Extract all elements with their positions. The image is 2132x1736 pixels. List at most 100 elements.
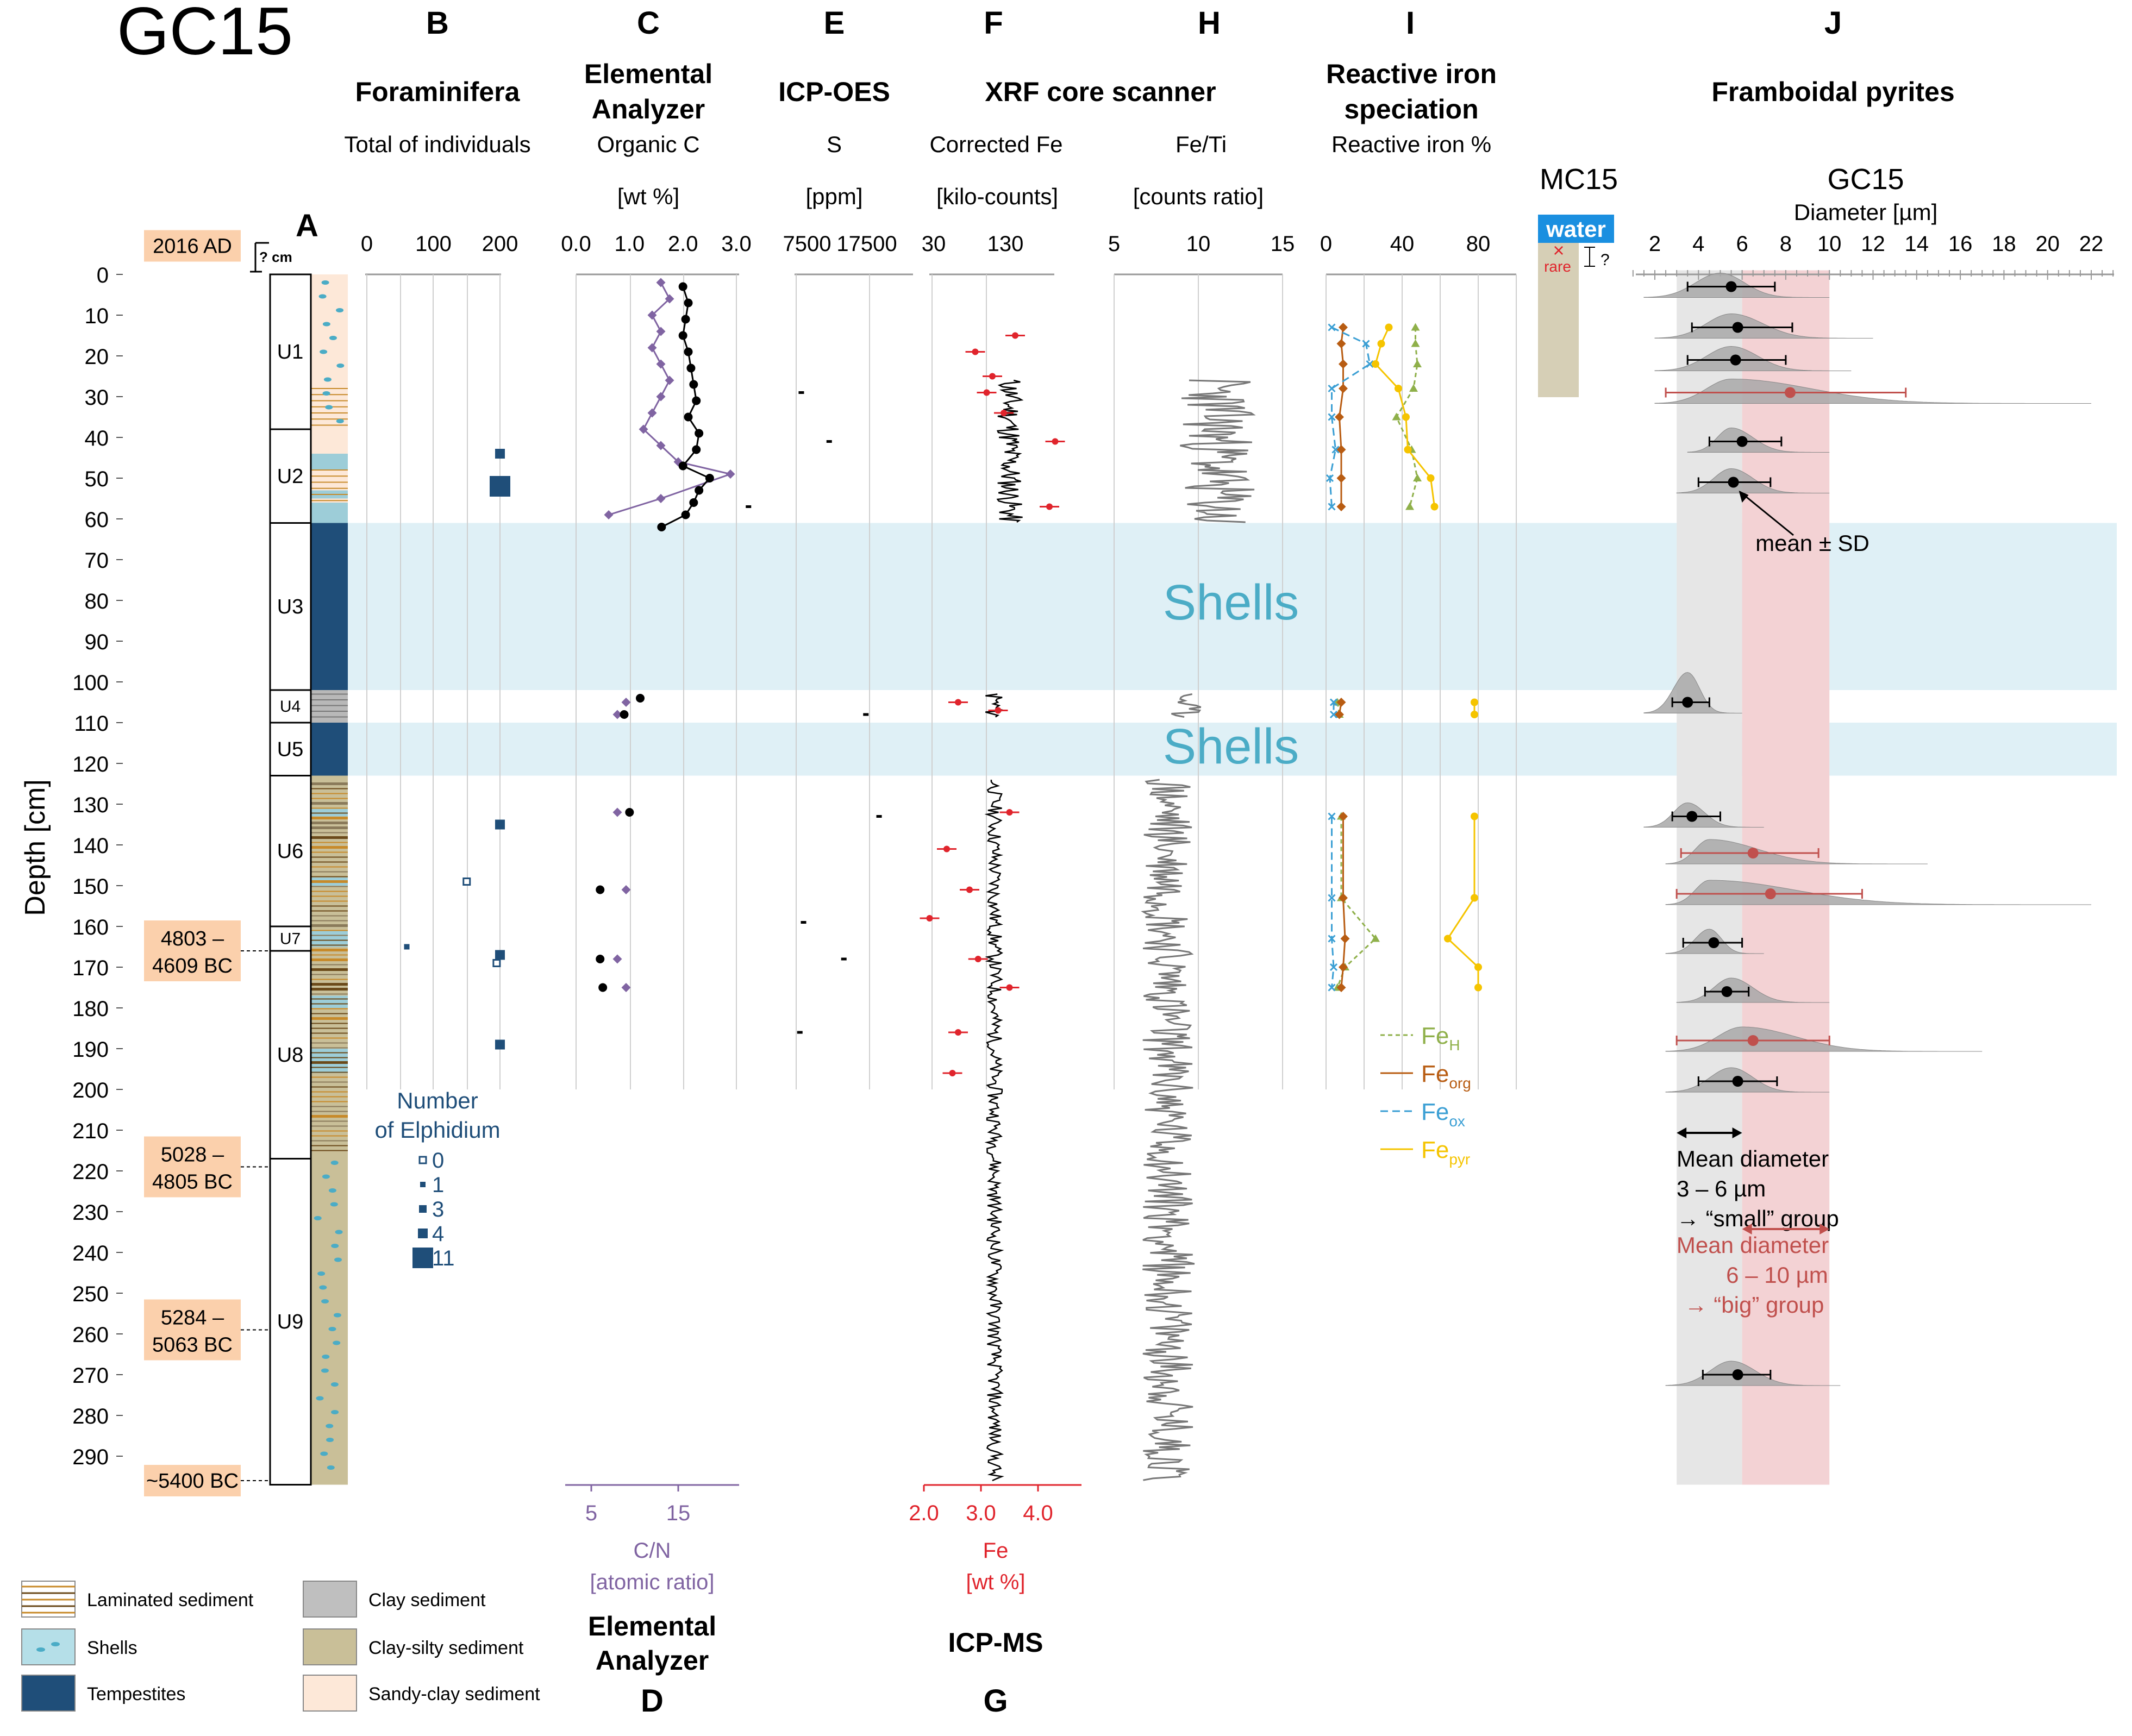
xrf-fe-line <box>985 693 1004 718</box>
fepyr-point <box>1444 935 1452 943</box>
diameter-tick-label: 8 <box>1780 232 1792 256</box>
shell-fragment <box>327 1465 335 1470</box>
depth-tick-label: 250 <box>72 1282 109 1306</box>
age-label: 4609 BC <box>152 955 233 977</box>
fe-icpms-point <box>1052 438 1059 445</box>
cn-point <box>647 343 657 353</box>
feox-point <box>1328 323 1336 331</box>
organic-c-point <box>620 710 629 719</box>
depth-tick-label: 170 <box>72 956 109 980</box>
legend-marker <box>420 1182 426 1187</box>
small-note-2: 3 – 6 µm <box>1677 1176 1766 1201</box>
depth-axis-label: Depth [cm] <box>20 779 51 916</box>
fe-tick-label: 4.0 <box>1023 1501 1053 1525</box>
depth-tick-label: 150 <box>72 875 109 899</box>
water-box <box>1538 215 1614 243</box>
mc15-question: ? <box>1600 251 1610 269</box>
axis-tick-label: 30 <box>922 232 946 256</box>
panel-letter-b: B <box>426 5 449 41</box>
depth-tick-label: 230 <box>72 1201 109 1225</box>
unit-top-bracket <box>250 242 269 273</box>
axis-tick-label: 1.0 <box>615 232 645 256</box>
organic-c-point <box>705 474 714 482</box>
shell-fragment <box>321 1368 329 1373</box>
age-label: 2016 AD <box>153 235 232 258</box>
depth-tick-label: 220 <box>72 1160 109 1184</box>
feox-point <box>1328 935 1336 943</box>
fe-icpms-point <box>1046 503 1053 510</box>
shell-fragment <box>323 377 332 382</box>
cn-axis-title: C/N <box>634 1539 671 1563</box>
age-label: 4805 BC <box>152 1171 233 1194</box>
age-box <box>144 1299 241 1361</box>
fepyr-point <box>1404 446 1412 454</box>
fe-tick-label: 2.0 <box>909 1501 939 1525</box>
legend-swatch <box>303 1581 357 1618</box>
mean-diameter-point <box>1708 937 1720 948</box>
mean-diameter-point <box>1747 1035 1759 1046</box>
depth-tick-label: 80 <box>85 590 109 613</box>
shell-fragment <box>335 1230 343 1234</box>
fepyr-point <box>1395 385 1402 392</box>
diameter-distribution <box>1654 313 1873 339</box>
depth-tick-label: 100 <box>72 671 109 695</box>
mean-diameter-point <box>1736 436 1748 447</box>
feorg-point <box>1335 412 1344 422</box>
feox-point <box>1328 812 1336 820</box>
cn-axis-unit: [atomic ratio] <box>590 1570 715 1594</box>
organic-c-point <box>657 523 666 531</box>
fe-icpms-point <box>1012 332 1018 339</box>
fe-icpms-point <box>926 915 933 922</box>
depth-tick-label: 280 <box>72 1405 109 1428</box>
mean-diameter-point <box>1686 811 1698 822</box>
legend-marker <box>418 1229 428 1238</box>
organic-c-point <box>598 983 608 992</box>
mean-diameter-point <box>1784 387 1796 398</box>
panel-i-title-1: Reactive iron <box>1326 59 1497 89</box>
shell-fragment <box>329 336 337 340</box>
axis-tick-label: 0.0 <box>561 232 591 256</box>
fe-icpms-point <box>1006 984 1013 991</box>
fe-ti-line <box>1180 379 1256 523</box>
depth-tick-label: 130 <box>72 793 109 817</box>
unit-label: U6 <box>277 840 304 863</box>
feorg-point <box>1339 359 1348 369</box>
feox-point <box>1362 340 1370 348</box>
shell-fragment <box>333 1313 341 1318</box>
fepyr-point <box>1471 711 1478 718</box>
feh-point <box>1411 323 1420 331</box>
organic-c-point <box>678 282 687 291</box>
organic-c-point <box>692 445 701 454</box>
age-label: ~5400 BC <box>146 1470 239 1493</box>
shell-fragment <box>331 1244 339 1248</box>
feox-point <box>1329 710 1338 719</box>
feox-point <box>1328 894 1336 902</box>
organic-c-point <box>625 808 634 817</box>
axis-tick-label: 7500 <box>783 232 831 256</box>
cn-point <box>604 510 614 519</box>
unit-label: U7 <box>280 930 301 948</box>
unit-label: U4 <box>280 698 301 716</box>
depth-tick-label: 90 <box>85 630 109 654</box>
panel-c-title-2: Analyzer <box>592 94 705 124</box>
cn-point <box>656 494 666 503</box>
legend-label: 4 <box>432 1222 444 1246</box>
sulfur-point <box>876 815 882 818</box>
panel-g-title: ICP-MS <box>948 1627 1043 1658</box>
cn-point <box>656 278 666 287</box>
sulfur-point <box>798 391 804 394</box>
organic-c-point <box>684 412 693 422</box>
cn-tick-label: 15 <box>666 1501 691 1525</box>
reactive-iron-line <box>1329 327 1371 507</box>
cn-point <box>726 469 735 479</box>
feox-point <box>1328 983 1336 992</box>
panel-c-unit: [wt %] <box>617 184 679 209</box>
panel-j-axis-title: Diameter [µm] <box>1794 199 1938 225</box>
fe-icpms-point <box>1006 809 1013 816</box>
cn-point <box>656 359 666 369</box>
feox-point <box>1329 698 1338 706</box>
fe-icpms-point <box>983 389 990 396</box>
feorg-point <box>1336 983 1346 992</box>
shell-layer <box>311 995 348 1008</box>
legend-label: Tempestites <box>87 1684 185 1704</box>
